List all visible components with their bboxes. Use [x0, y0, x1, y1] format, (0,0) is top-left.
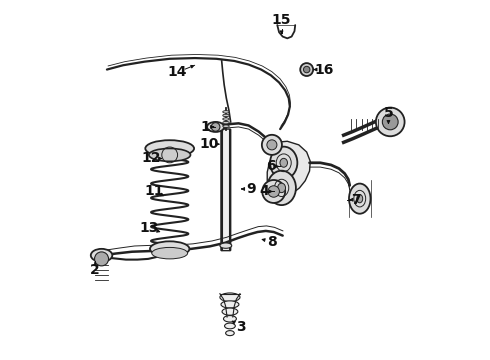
Circle shape	[300, 63, 313, 76]
Ellipse shape	[225, 330, 234, 336]
Text: 7: 7	[351, 193, 361, 207]
Text: 12: 12	[141, 152, 161, 166]
Ellipse shape	[270, 147, 297, 179]
Text: 10: 10	[199, 137, 219, 151]
Text: 8: 8	[267, 235, 277, 249]
Text: 13: 13	[139, 221, 159, 235]
FancyBboxPatch shape	[221, 129, 231, 251]
Text: 5: 5	[384, 105, 393, 120]
Text: 15: 15	[272, 13, 292, 27]
Circle shape	[211, 123, 220, 131]
Ellipse shape	[267, 171, 296, 205]
Ellipse shape	[280, 158, 288, 167]
Circle shape	[262, 180, 285, 203]
Ellipse shape	[150, 241, 190, 256]
Text: 1: 1	[201, 120, 210, 134]
Text: 2: 2	[90, 264, 100, 277]
Ellipse shape	[149, 148, 191, 161]
Ellipse shape	[221, 301, 239, 308]
Text: 14: 14	[167, 66, 187, 80]
Ellipse shape	[223, 114, 229, 117]
Text: 9: 9	[246, 182, 256, 196]
Ellipse shape	[278, 183, 286, 193]
Circle shape	[95, 252, 109, 266]
Ellipse shape	[152, 247, 188, 259]
Circle shape	[382, 114, 398, 130]
Text: 3: 3	[237, 320, 246, 334]
Circle shape	[376, 108, 405, 136]
Ellipse shape	[207, 122, 224, 132]
Text: 16: 16	[314, 63, 334, 77]
Circle shape	[303, 66, 310, 73]
Ellipse shape	[223, 121, 229, 124]
Ellipse shape	[224, 323, 235, 329]
Ellipse shape	[220, 293, 240, 302]
Ellipse shape	[357, 194, 363, 203]
Ellipse shape	[223, 118, 229, 120]
Ellipse shape	[146, 140, 194, 157]
Polygon shape	[267, 141, 310, 195]
Text: 6: 6	[266, 159, 276, 174]
Ellipse shape	[220, 243, 232, 248]
Circle shape	[268, 186, 279, 197]
Ellipse shape	[223, 316, 236, 322]
Text: 4: 4	[260, 184, 270, 198]
Text: 11: 11	[145, 184, 164, 198]
Ellipse shape	[91, 249, 112, 262]
Ellipse shape	[222, 308, 238, 315]
Circle shape	[267, 140, 277, 150]
Ellipse shape	[223, 125, 229, 127]
Ellipse shape	[223, 111, 229, 113]
Circle shape	[262, 135, 282, 155]
Ellipse shape	[349, 184, 370, 214]
